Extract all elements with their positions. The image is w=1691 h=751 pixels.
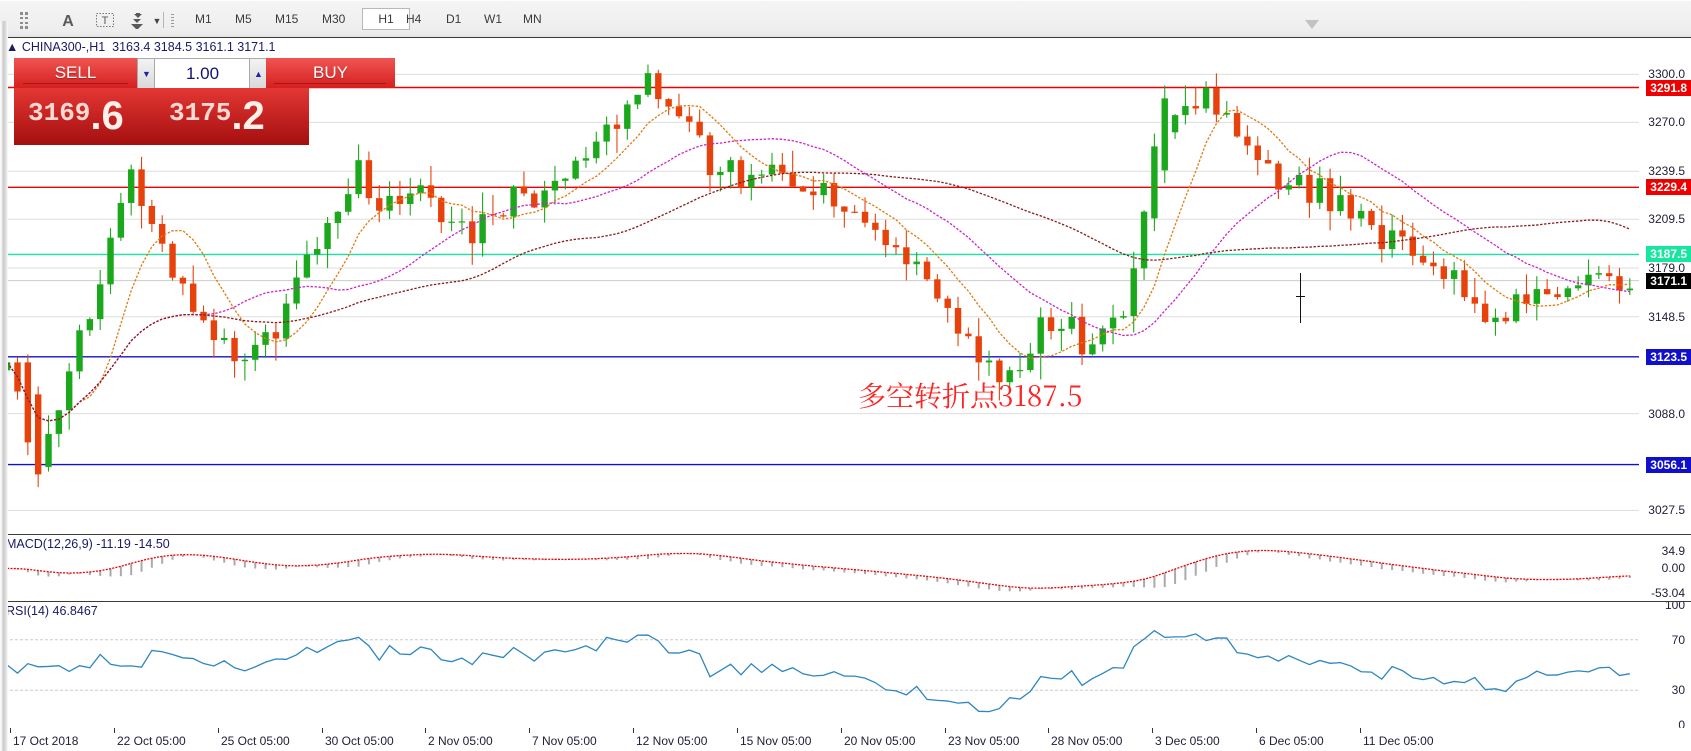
svg-text:T: T	[102, 15, 109, 27]
svg-text:A: A	[62, 13, 74, 30]
